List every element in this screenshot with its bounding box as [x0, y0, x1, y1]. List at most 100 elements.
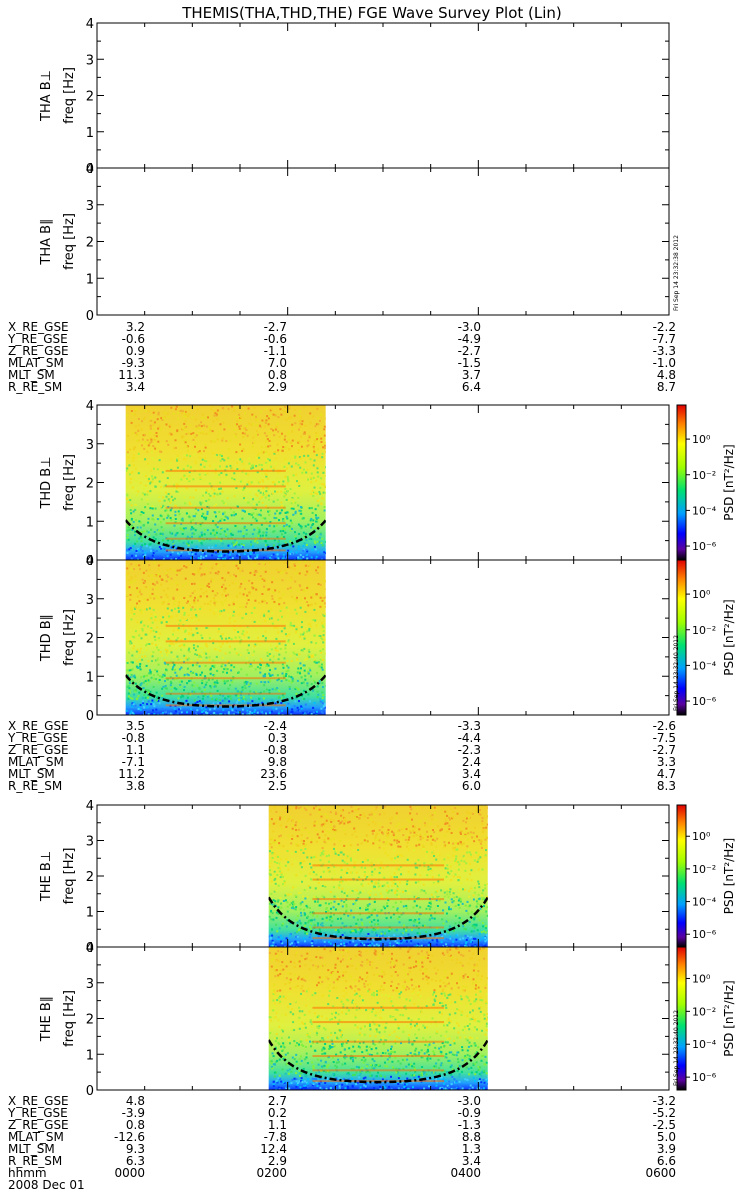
spectrogram-pixel	[352, 849, 355, 852]
spectrogram-pixel	[367, 876, 370, 879]
ephemeris-value: 3.7	[462, 368, 481, 382]
spectrogram-pixel	[139, 644, 142, 647]
spectrogram-pixel	[321, 682, 324, 685]
spectrogram-pixel	[312, 822, 315, 825]
spectrogram-pixel	[355, 924, 358, 927]
spectrogram-pixel	[481, 898, 484, 901]
spectrogram-pixel	[286, 901, 289, 904]
spectrogram-pixel	[374, 808, 377, 811]
spectrogram-pixel	[193, 532, 195, 535]
spectrogram-pixel	[209, 495, 212, 498]
spectrogram-pixel	[200, 634, 203, 637]
spectrogram-pixel	[214, 455, 217, 458]
spectrogram-pixel	[176, 713, 179, 715]
spectrogram-pixel	[447, 871, 450, 874]
spectrogram-pixel	[134, 542, 137, 545]
spectrogram-pixel	[125, 497, 128, 500]
spectrogram-pixel	[185, 512, 188, 515]
spectrogram-pixel	[262, 487, 265, 490]
spectrogram-pixel	[294, 850, 297, 853]
spectrogram-pixel	[406, 887, 409, 890]
spectrogram-pixel	[268, 689, 271, 692]
spectrogram-pixel	[474, 937, 477, 940]
spectrogram-pixel	[308, 712, 311, 715]
spectrogram-pixel	[299, 469, 302, 472]
spectrogram-pixel	[313, 608, 316, 611]
spectrogram-pixel	[307, 670, 309, 673]
spectrogram-pixel	[292, 500, 295, 503]
spectrogram-pixel	[457, 899, 460, 902]
spectrogram-pixel	[201, 458, 204, 461]
spectrogram-pixel	[201, 637, 204, 640]
spectrogram-pixel	[166, 482, 169, 485]
spectrogram-pixel	[262, 577, 265, 580]
spectrogram-pixel	[152, 552, 155, 554]
spectrogram-pixel	[207, 679, 210, 682]
spectrogram-pixel	[281, 571, 284, 574]
spectrogram-pixel	[196, 709, 199, 712]
spectrogram-pixel	[160, 428, 163, 431]
spectrogram-pixel	[156, 468, 159, 471]
spectrogram-pixel	[316, 540, 319, 543]
spectrogram-pixel	[237, 631, 240, 633]
spectrogram-pixel	[482, 925, 485, 928]
spectrogram-pixel	[276, 568, 278, 571]
spectrogram-pixel	[455, 805, 458, 808]
spectrogram-pixel	[216, 679, 218, 682]
spectrogram-pixel	[328, 831, 331, 834]
spectrogram-pixel	[295, 473, 298, 476]
spectrogram-pixel	[200, 555, 203, 558]
spectrogram-pixel	[190, 503, 193, 506]
spectrogram-pixel	[387, 828, 390, 831]
spectrogram-pixel	[278, 603, 281, 606]
spectrogram-pixel	[328, 902, 330, 905]
spectrogram-pixel	[131, 654, 134, 657]
spectrogram-pixel	[311, 914, 314, 917]
spectrogram-pixel	[176, 637, 179, 640]
spectrogram-pixel	[146, 643, 149, 646]
spectrogram-pixel	[147, 713, 150, 715]
spectrogram-pixel	[264, 472, 267, 475]
spectrogram-pixel	[211, 532, 214, 535]
spectrogram-pixel	[241, 432, 244, 435]
spectrogram-pixel	[146, 439, 149, 442]
spectrogram-pixel	[157, 573, 160, 576]
spectrogram-pixel	[128, 448, 131, 451]
spectrogram-pixel	[424, 823, 427, 826]
spectrogram-pixel	[255, 493, 257, 496]
spectrogram-pixel	[211, 590, 214, 593]
spectrogram-pixel	[429, 917, 432, 920]
spectrogram-pixel	[264, 558, 267, 560]
spectrogram-pixel	[445, 929, 448, 932]
spectrogram-pixel	[205, 491, 208, 494]
spectrogram-pixel	[450, 863, 452, 866]
spectrogram-pixel	[293, 564, 296, 567]
spectrogram-pixel	[323, 822, 326, 825]
spectrogram-pixel	[294, 512, 297, 515]
spectrogram-pixel	[165, 573, 168, 576]
spectrogram-pixel	[211, 698, 214, 700]
spectrogram-pixel	[447, 931, 450, 934]
spectrogram-pixel	[367, 882, 370, 885]
spectrogram-pixel	[427, 868, 430, 871]
spectrogram-pixel	[294, 501, 297, 504]
spectrogram-pixel	[270, 699, 273, 702]
spectrogram-pixel	[167, 603, 170, 605]
spectrogram-pixel	[154, 669, 157, 671]
spectrogram-pixel	[252, 423, 255, 426]
spectrogram-pixel	[323, 932, 326, 934]
spectrogram-pixel	[174, 571, 177, 574]
spectrogram-pixel	[310, 481, 313, 484]
spectrogram-pixel	[188, 657, 191, 660]
spectrogram-pixel	[409, 805, 412, 808]
spectrogram-pixel	[150, 676, 153, 679]
spectrogram-pixel	[164, 660, 166, 663]
spectrogram-pixel	[170, 685, 173, 688]
spectrogram-pixel	[409, 831, 412, 834]
spectrogram-pixel	[463, 889, 466, 891]
spectrogram-pixel	[144, 416, 146, 419]
spectrogram-pixel	[205, 562, 208, 565]
spectrogram-pixel	[426, 874, 429, 877]
spectrogram-pixel	[311, 872, 314, 875]
spectrogram-pixel	[227, 457, 230, 460]
